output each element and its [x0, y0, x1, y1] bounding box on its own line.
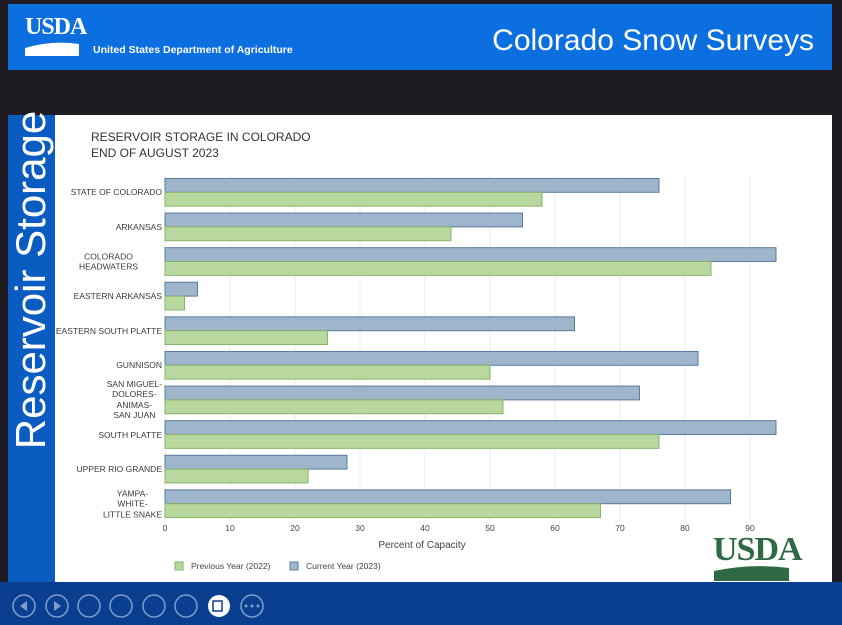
more-button[interactable] — [240, 594, 264, 618]
bar — [164, 454, 348, 470]
bar — [164, 399, 504, 415]
pen-button[interactable] — [77, 594, 101, 618]
y-tick-text: EASTERN SOUTH PLATTE — [55, 325, 162, 336]
bar — [164, 489, 731, 505]
x-tick-label: 80 — [680, 523, 690, 533]
legend-swatch — [289, 561, 299, 571]
x-tick-label: 30 — [355, 523, 365, 533]
chart: 0 10 20 30 40 50 60 70 80 90 Percent of Capacity Pr… — [163, 175, 777, 571]
bar — [164, 350, 699, 366]
legend-label: Current Year (2023) — [306, 561, 381, 571]
chart-title: RESERVOIR STORAGE IN COLORADO END OF AUG… — [91, 130, 311, 160]
legend-swatch — [174, 561, 184, 571]
bar — [164, 364, 491, 380]
bar — [164, 468, 309, 484]
chart-card: 0 10 20 30 40 50 60 70 80 90 Percent of Capacity Pr… — [55, 115, 832, 582]
next-button[interactable] — [45, 594, 69, 618]
x-tick-label: 40 — [420, 523, 430, 533]
header-bar: USDA United States Department of Agricul… — [8, 4, 832, 70]
bar — [164, 261, 712, 276]
toolbar-icons — [12, 594, 264, 618]
x-tick-label: 10 — [225, 523, 235, 533]
bar — [164, 247, 777, 263]
usda-logo: USDA — [713, 531, 803, 568]
bar — [164, 316, 575, 332]
agency-name: United States Department of Agriculture — [93, 44, 293, 56]
x-tick-label: 20 — [290, 523, 300, 533]
y-tick-label: UPPER RIO GRANDE — [55, 463, 163, 475]
y-tick-label: SAN MIGUEL- DOLORES- ANIMAS- SAN JUAN — [55, 379, 162, 421]
y-tick-text: EASTERN ARKANSAS — [73, 290, 162, 301]
legend-label: Previous Year (2022) — [191, 561, 271, 571]
y-tick-label: GUNNISON — [55, 360, 162, 371]
y-tick-label: ARKANSAS — [55, 222, 162, 233]
bar — [164, 226, 452, 242]
bar — [164, 385, 640, 401]
x-tick-label: 70 — [615, 523, 625, 533]
y-tick-text: SAN MIGUEL- DOLORES- ANIMAS- SAN JUAN — [106, 378, 162, 421]
y-tick-label: SOUTH PLATTE — [55, 429, 162, 440]
y-tick-label: STATE OF COLORADO — [55, 187, 162, 198]
y-tick-text: COLORADO HEADWATERS — [78, 251, 139, 272]
x-axis-label: Percent of Capacity — [378, 540, 465, 551]
bar — [164, 281, 198, 297]
bar — [164, 420, 777, 436]
y-tick-text: STATE OF COLORADO — [70, 187, 162, 198]
side-bar: Reservoir Storage — [7, 111, 55, 582]
y-tick-text: SOUTH PLATTE — [98, 429, 162, 440]
y-tick-label: COLORADO HEADWATERS — [55, 251, 162, 272]
y-tick-label: EASTERN ARKANSAS — [55, 291, 162, 302]
logo-swoosh — [25, 42, 79, 56]
camera-button[interactable] — [208, 595, 230, 617]
x-tick-label: 0 — [163, 523, 168, 533]
y-tick-label: YAMPA- WHITE- LITTLE SNAKE — [55, 488, 162, 520]
logo-swoosh — [714, 566, 789, 581]
slide-title: Colorado Snow Surveys — [492, 24, 814, 57]
x-tick-label: 60 — [550, 523, 560, 533]
side-title: Reservoir Storage — [7, 110, 54, 450]
y-tick-text: UPPER RIO GRANDE — [76, 463, 163, 474]
bar — [164, 434, 660, 449]
usda-logo: USDA — [25, 14, 87, 40]
x-tick-label: 50 — [485, 523, 495, 533]
y-tick-text: GUNNISON — [116, 360, 162, 371]
bar — [164, 191, 543, 207]
bar — [164, 177, 660, 193]
y-tick-text: YAMPA- WHITE- LITTLE SNAKE — [102, 487, 162, 519]
bar — [164, 503, 601, 519]
slides-button[interactable] — [109, 594, 133, 618]
y-tick-label: EASTERN SOUTH PLATTE — [55, 325, 162, 336]
presentation-toolbar — [0, 582, 842, 625]
bar — [164, 295, 185, 311]
subtitles-button[interactable] — [174, 594, 198, 618]
bar — [164, 212, 523, 228]
y-tick-text: ARKANSAS — [115, 221, 162, 232]
zoom-button[interactable] — [142, 594, 166, 618]
bar — [164, 330, 328, 346]
previous-button[interactable] — [12, 594, 36, 618]
x-tick-label: 90 — [745, 523, 755, 533]
